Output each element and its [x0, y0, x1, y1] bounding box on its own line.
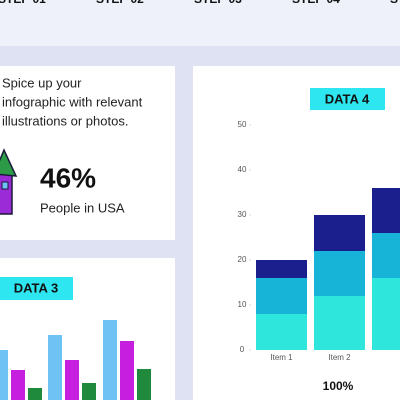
bar-segment [256, 278, 307, 314]
bar [82, 383, 96, 400]
bar-segment [372, 278, 400, 350]
bar [0, 350, 8, 400]
stat: 46% [40, 162, 96, 193]
y-tick-label: 30 [238, 210, 247, 219]
info-line: Spice up your [2, 75, 82, 90]
step-label: STEP 01 [0, 0, 46, 6]
bar-segment [256, 314, 307, 350]
step-bar [0, 0, 400, 7]
y-tick-label: 50 [238, 120, 247, 129]
stat-label: People in USA [40, 200, 125, 215]
step-strip [0, 0, 400, 46]
bar [48, 335, 62, 400]
steps: STEP 01 STEP 02 STEP 03 STEP 04 STEP 05 [0, 0, 400, 6]
y-tick-label: 10 [238, 300, 247, 309]
bar [103, 320, 117, 400]
y-tick-label: 20 [238, 255, 247, 264]
info-text: Spice up your infographic with relevant il… [2, 75, 143, 128]
bar [65, 360, 79, 400]
step-label: STEP 04 [292, 0, 340, 6]
bar-segment [314, 251, 365, 296]
y-tick-label: 0 [240, 345, 245, 354]
title-box [0, 277, 73, 300]
info-panel [0, 66, 175, 240]
step-label: STEP 05 [390, 0, 400, 6]
house-icon [0, 148, 18, 215]
footer: 100% [323, 379, 354, 393]
bar [28, 388, 42, 400]
bar [11, 370, 25, 400]
bar [137, 369, 151, 400]
chart-title: DATA 4 [325, 91, 370, 106]
info-line: infographic with relevant [2, 94, 143, 109]
x-tick-label: Item 1 [270, 353, 293, 362]
info-line: illustrations or photos. [2, 113, 128, 128]
bar-segment [256, 260, 307, 278]
bar [120, 341, 134, 400]
bar-segment [372, 233, 400, 278]
bar-segment [314, 296, 365, 350]
title-box [310, 88, 385, 110]
bar-segment [372, 188, 400, 233]
step-label: STEP 02 [96, 0, 144, 6]
x-tick-label: Item 2 [328, 353, 351, 362]
y-tick-label: 40 [238, 165, 247, 174]
bar-segment [314, 215, 365, 251]
chart-title: DATA 3 [14, 280, 59, 295]
step-label: STEP 03 [194, 0, 242, 6]
